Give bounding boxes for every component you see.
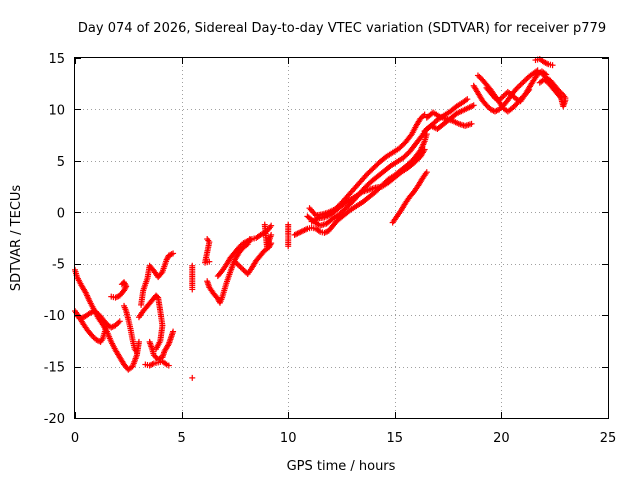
y-tick-label: 0 bbox=[57, 206, 65, 221]
axis-ticks bbox=[75, 58, 609, 419]
data-point bbox=[520, 79, 527, 85]
x-tick-label: 0 bbox=[71, 431, 79, 446]
data-point bbox=[268, 222, 275, 229]
data-point bbox=[464, 96, 471, 103]
x-tick-label: 15 bbox=[387, 431, 404, 446]
y-tick-label: 10 bbox=[48, 103, 65, 118]
data-point bbox=[493, 107, 500, 114]
data-point bbox=[268, 231, 275, 238]
y-tick-label: -20 bbox=[44, 412, 65, 427]
data-point bbox=[285, 243, 292, 250]
data-point bbox=[149, 361, 156, 368]
data-point bbox=[237, 264, 244, 271]
data-point bbox=[240, 266, 247, 273]
data-point bbox=[519, 80, 526, 87]
y-tick-label: -5 bbox=[52, 258, 65, 273]
data-point bbox=[154, 293, 161, 300]
data-point bbox=[133, 349, 140, 356]
data-point bbox=[236, 262, 243, 269]
x-axis-label: GPS time / hours bbox=[287, 459, 396, 474]
data-point bbox=[135, 338, 142, 345]
x-tick-label: 5 bbox=[177, 431, 185, 446]
data-points bbox=[72, 56, 569, 381]
data-point bbox=[158, 270, 165, 277]
data-point bbox=[470, 102, 477, 109]
data-point bbox=[206, 258, 213, 265]
data-point bbox=[562, 95, 569, 102]
data-point bbox=[407, 132, 414, 139]
data-point bbox=[523, 76, 530, 83]
data-point bbox=[119, 280, 126, 287]
data-point bbox=[109, 323, 116, 330]
data-point bbox=[115, 319, 122, 326]
data-point bbox=[549, 62, 556, 69]
data-point bbox=[170, 328, 177, 335]
data-point bbox=[239, 265, 246, 272]
data-point bbox=[421, 111, 428, 118]
data-point bbox=[517, 81, 524, 88]
data-point bbox=[521, 77, 528, 84]
y-tick-label: 5 bbox=[57, 155, 65, 170]
data-point bbox=[423, 169, 430, 176]
x-tick-label: 10 bbox=[280, 431, 297, 446]
data-point bbox=[168, 251, 175, 258]
data-point bbox=[118, 281, 125, 288]
x-tick-label: 20 bbox=[493, 431, 510, 446]
data-point bbox=[468, 120, 475, 127]
y-tick-label: -10 bbox=[44, 309, 65, 324]
y-tick-label: -15 bbox=[44, 361, 65, 376]
data-point bbox=[516, 83, 523, 90]
data-point bbox=[474, 72, 481, 79]
data-point bbox=[153, 346, 160, 353]
x-tick-label: 25 bbox=[600, 431, 617, 446]
x-tick-labels: 0 5 10 15 20 25 bbox=[71, 431, 616, 446]
data-point bbox=[189, 286, 196, 293]
chart-title: Day 074 of 2026, Sidereal Day-to-day VTE… bbox=[78, 21, 606, 36]
y-tick-label: 15 bbox=[48, 52, 65, 67]
plot-frame bbox=[74, 57, 609, 419]
data-point bbox=[165, 362, 172, 369]
data-point bbox=[116, 318, 123, 325]
data-point bbox=[476, 73, 483, 80]
data-point bbox=[421, 146, 428, 153]
y-tick-labels: -20 -15 -10 -5 0 5 10 15 bbox=[44, 52, 65, 427]
y-axis-label: SDTVAR / TECUs bbox=[9, 185, 24, 292]
data-point bbox=[189, 374, 196, 381]
data-point bbox=[170, 250, 177, 257]
